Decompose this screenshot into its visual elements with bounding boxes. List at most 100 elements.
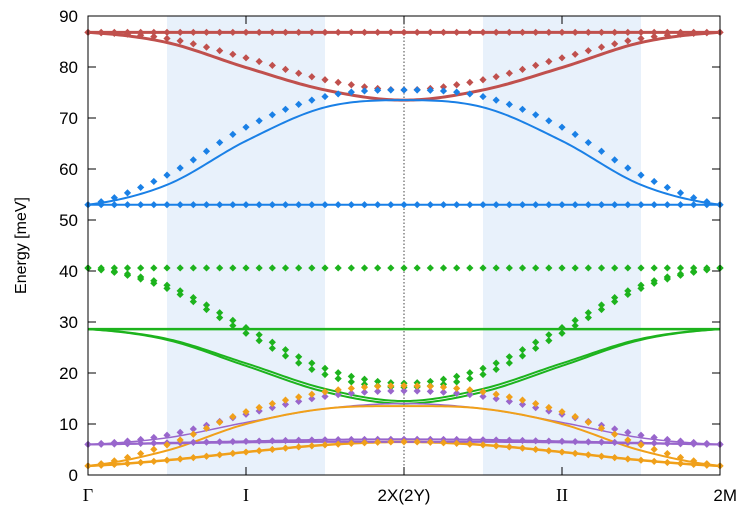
data-point	[268, 264, 276, 272]
data-point	[611, 264, 619, 272]
data-point	[571, 130, 579, 138]
data-point	[123, 189, 132, 197]
data-point	[518, 436, 527, 445]
data-point	[268, 344, 276, 352]
data-point	[413, 201, 421, 209]
data-point	[584, 438, 592, 446]
data-point	[611, 28, 619, 36]
shaded-regions	[167, 16, 641, 475]
data-point	[637, 34, 645, 43]
data-point	[137, 449, 145, 458]
data-point	[321, 436, 329, 444]
data-point	[150, 445, 158, 453]
data-point	[334, 78, 342, 86]
data-point	[545, 403, 553, 412]
data-point	[374, 377, 382, 386]
data-point	[690, 201, 698, 209]
marker-series-red-1	[84, 28, 724, 36]
data-point	[650, 433, 658, 442]
data-point	[176, 37, 184, 45]
curve-green-6	[87, 328, 721, 403]
data-point	[492, 264, 500, 272]
data-point	[387, 28, 395, 36]
data-point	[453, 201, 461, 209]
data-point	[374, 86, 382, 94]
data-point	[453, 81, 461, 89]
data-point	[229, 449, 237, 457]
data-point	[97, 266, 105, 274]
data-point	[505, 359, 513, 367]
data-point	[295, 201, 303, 209]
data-point	[518, 400, 527, 409]
data-point	[492, 365, 500, 373]
data-point	[123, 201, 132, 209]
data-point	[189, 430, 197, 438]
data-point	[413, 438, 421, 446]
data-point	[532, 338, 540, 346]
data-point	[505, 436, 513, 444]
data-point	[229, 130, 237, 138]
data-point	[123, 264, 132, 272]
data-point	[518, 65, 527, 73]
data-point	[202, 147, 211, 155]
curve-blue-3	[87, 99, 721, 206]
data-point	[281, 264, 290, 272]
x-tick-label: I	[243, 485, 249, 505]
data-point	[137, 31, 145, 39]
data-point	[268, 404, 276, 412]
data-point	[426, 438, 434, 446]
data-point	[532, 344, 540, 352]
data-point	[400, 264, 408, 272]
data-point	[308, 365, 316, 373]
data-point	[110, 201, 118, 209]
data-point	[150, 28, 158, 36]
data-point	[242, 28, 250, 36]
data-point	[558, 264, 566, 272]
data-point	[426, 86, 434, 94]
data-point	[242, 437, 250, 445]
data-point	[347, 389, 355, 397]
marker-series-orange-11	[84, 438, 724, 470]
data-point	[347, 88, 355, 96]
data-point	[281, 65, 290, 73]
data-point	[347, 439, 355, 447]
data-point	[439, 201, 448, 209]
data-point	[347, 201, 355, 209]
data-point	[334, 369, 342, 377]
data-point	[624, 37, 632, 45]
data-point	[242, 448, 250, 456]
data-point	[334, 90, 342, 98]
data-point	[597, 305, 606, 314]
data-point	[624, 428, 632, 436]
data-point	[347, 264, 355, 272]
data-point	[637, 201, 645, 209]
data-point	[597, 43, 606, 51]
data-point	[268, 400, 276, 408]
data-point	[479, 76, 487, 84]
y-tick-label: 70	[59, 109, 78, 128]
data-point	[545, 337, 553, 345]
data-point	[216, 314, 224, 322]
data-point	[400, 201, 408, 209]
data-point	[597, 424, 606, 432]
data-point	[663, 449, 671, 458]
data-point	[400, 438, 408, 446]
data-point	[110, 438, 118, 447]
data-point	[466, 375, 474, 383]
data-point	[242, 54, 250, 62]
data-point	[439, 28, 448, 36]
data-point	[637, 171, 645, 179]
data-point	[505, 100, 513, 108]
data-point	[558, 123, 566, 131]
data-point	[545, 331, 553, 339]
marker-series-blue-4	[84, 201, 724, 209]
data-point	[663, 264, 671, 272]
data-point	[123, 437, 132, 445]
data-point	[97, 201, 105, 209]
data-point	[216, 28, 224, 36]
data-point	[308, 264, 316, 272]
data-point	[545, 117, 553, 125]
data-point	[624, 28, 632, 36]
data-point	[532, 28, 540, 36]
data-point	[663, 31, 671, 39]
